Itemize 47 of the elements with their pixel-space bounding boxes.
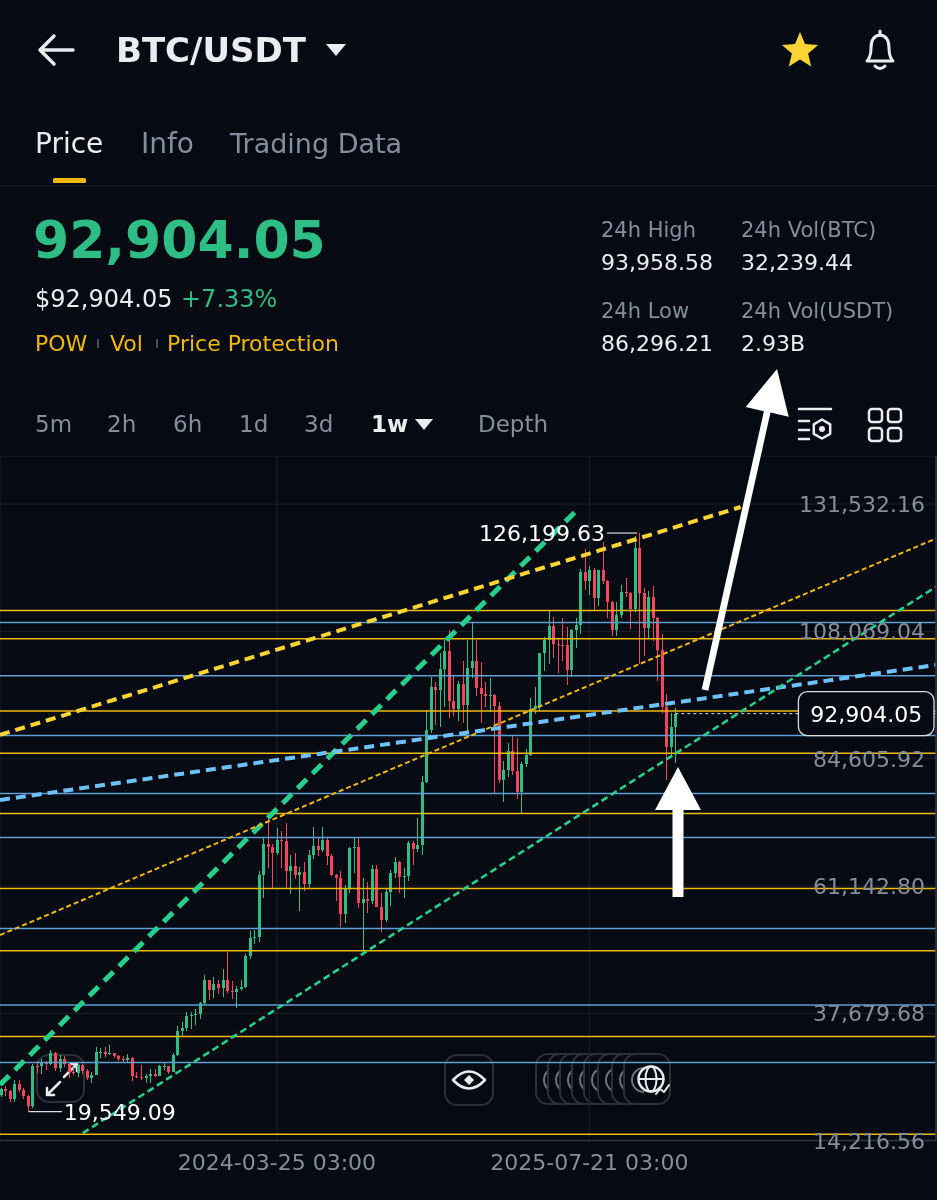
candlestick [353, 837, 356, 874]
text: 3d [304, 411, 334, 437]
candlestick [108, 1045, 111, 1055]
text: 24h High [601, 218, 696, 242]
candlestick [135, 1072, 138, 1078]
text: 24h Vol(BTC) [741, 218, 877, 242]
text: Depth [478, 411, 549, 437]
candlestick [557, 638, 560, 674]
text: 2.93B [741, 330, 806, 356]
text: Vol [110, 330, 143, 356]
x-tick-label: 2024-03-25 03:00 [177, 1149, 377, 1175]
ref-line-label: 92,904.05 [810, 701, 923, 727]
text: 2h [107, 411, 137, 437]
text: Info [141, 126, 194, 160]
x-tick-label: 2025-07-21 03:00 [490, 1149, 689, 1175]
text: 93,958.58 [601, 249, 713, 275]
text: Trading Data [229, 127, 403, 159]
candlestick [140, 1065, 143, 1081]
candlestick [194, 1008, 197, 1025]
text: BTC/USDT [116, 30, 307, 70]
text: 92,904.05 [33, 210, 326, 270]
candlestick [403, 867, 406, 899]
candlestick [280, 830, 283, 868]
candlestick [366, 882, 369, 914]
text: +7.33% [181, 285, 278, 313]
candlestick [231, 981, 234, 1000]
text: 24h Vol(USDT) [741, 299, 894, 323]
text: 1w [371, 411, 409, 437]
text: $92,904.05 [35, 285, 173, 313]
text: Price Protection [167, 330, 339, 356]
y-tick-label: 131,532.16 [799, 491, 925, 517]
text: 5m [35, 411, 73, 437]
text: POW [35, 330, 88, 356]
text: 32,239.44 [741, 249, 853, 275]
candlestick [489, 677, 492, 712]
candlestick [253, 930, 256, 944]
candlestick [625, 578, 628, 598]
text: 6h [173, 411, 203, 437]
y-tick-label: 84,605.92 [813, 746, 925, 772]
y-tick-label: 37,679.68 [813, 1000, 925, 1026]
text: 86,296.21 [601, 330, 713, 356]
text: 1d [239, 411, 269, 437]
candlestick [561, 618, 564, 661]
text: 24h Low [601, 299, 690, 323]
annotation: 19,549.09 [63, 1099, 176, 1125]
y-tick-label: 14,216.56 [813, 1128, 925, 1154]
text: Price [35, 126, 104, 160]
